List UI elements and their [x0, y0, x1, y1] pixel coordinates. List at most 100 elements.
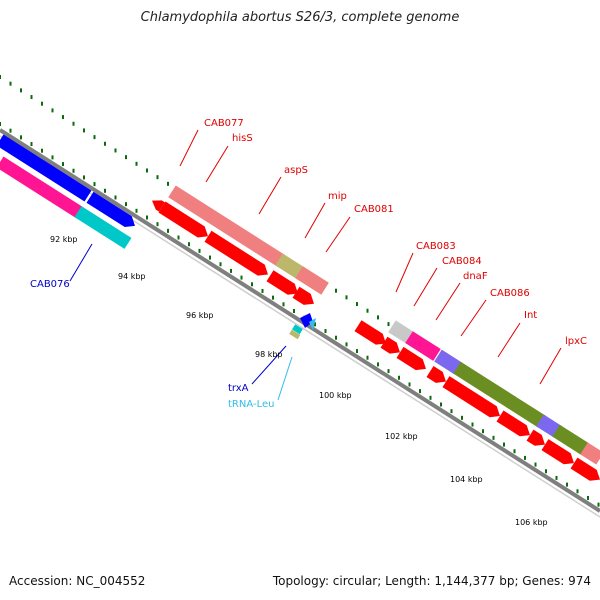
scale-label: 96 kbp	[186, 311, 214, 320]
tick-dot	[251, 282, 253, 287]
tick-dot	[9, 128, 12, 133]
tick-dot	[314, 322, 316, 327]
gene-lpxC	[552, 424, 589, 455]
tick-dot	[398, 375, 400, 380]
gene-trxA	[300, 313, 313, 328]
label-trna_leu: tRNA-Leu	[228, 399, 274, 410]
gene-red-12	[541, 439, 574, 465]
tick-dot	[135, 208, 138, 213]
leader-trxA	[251, 345, 287, 385]
tick-dot	[335, 335, 337, 340]
tick-dot	[72, 121, 75, 126]
backbone	[0, 128, 600, 518]
tick-dot	[62, 162, 64, 167]
tick-dot	[440, 402, 442, 407]
tick-dot	[429, 395, 432, 400]
gene-hisS	[168, 185, 286, 268]
tick-dot	[146, 168, 148, 173]
scale-labels: 92 kbp 94 kbp 96 kbp 98 kbp 100 kbp 102 kbp 10…	[50, 235, 548, 527]
tick-dot	[156, 175, 159, 180]
label-cab083: CAB083	[416, 241, 456, 252]
tick-dot	[83, 128, 85, 133]
gene-int	[453, 361, 516, 409]
label-cab077: CAB077	[204, 118, 244, 129]
leader-lpxC	[539, 347, 562, 385]
scale-label: 94 kbp	[118, 272, 146, 281]
accession-text: Accession: NC_004552	[9, 574, 146, 588]
tick-dot	[188, 242, 190, 247]
map-title: Chlamydophila abortus S26/3, complete ge…	[140, 10, 460, 25]
tick-dot	[524, 455, 526, 460]
scale-label: 98 kbp	[255, 350, 283, 359]
tick-dot	[293, 308, 295, 313]
tick-dot	[30, 142, 33, 147]
tick-dot	[492, 435, 495, 440]
label-hisS: hisS	[232, 133, 253, 144]
gene-red-3	[266, 270, 298, 295]
tick-dot	[408, 382, 411, 387]
label-cab081: CAB081	[354, 204, 394, 215]
gene-cab084	[405, 331, 441, 361]
tick-dot	[324, 329, 327, 334]
gene-small-red	[152, 200, 165, 212]
tick-dot	[356, 349, 358, 354]
leader-cab081	[325, 216, 351, 253]
gene-pink-end	[580, 442, 600, 465]
tick-dot	[587, 495, 589, 500]
tick-dot	[167, 228, 169, 233]
tick-dot	[387, 322, 390, 327]
gene-olive-2	[506, 395, 546, 428]
leader-int	[497, 322, 521, 358]
scale-label: 106 kbp	[515, 518, 548, 527]
tick-dot	[72, 168, 75, 173]
tick-dot	[345, 342, 348, 347]
label-mip: mip	[328, 191, 347, 202]
label-int: Int	[524, 310, 537, 321]
leader-trna_leu	[277, 356, 293, 401]
scale-label: 104 kbp	[450, 475, 483, 484]
tick-dot	[114, 195, 117, 200]
scale-label: 100 kbp	[319, 391, 352, 400]
gene-cab083	[388, 320, 414, 344]
tick-dot	[30, 95, 33, 100]
tick-dot	[261, 288, 264, 293]
tick-dot	[240, 275, 243, 280]
backbone-outer	[0, 128, 600, 513]
tick-dot	[377, 315, 379, 320]
tick-dot	[366, 355, 369, 360]
tick-dot	[9, 81, 12, 86]
tick-dot	[377, 362, 379, 367]
gene-block-blue	[0, 134, 92, 202]
tick-dot	[83, 175, 85, 180]
label-trxA: trxA	[228, 383, 249, 394]
tick-dot	[93, 135, 96, 140]
tick-dot	[198, 248, 201, 253]
tick-dot	[20, 135, 22, 140]
leader-cab076	[69, 243, 93, 282]
tick-dot	[576, 489, 579, 494]
gene-red-9	[442, 376, 500, 418]
tick-dot	[62, 115, 64, 120]
tick-dot	[345, 295, 348, 300]
tick-dot	[167, 181, 169, 186]
gene-red-5	[354, 320, 386, 345]
tick-dot	[104, 188, 106, 193]
tick-dot	[545, 469, 547, 474]
tick-dot	[419, 389, 421, 394]
leader-cab086	[460, 299, 487, 337]
tick-dot	[534, 462, 537, 467]
tick-dot	[104, 141, 106, 146]
gene-block-blue-2	[86, 191, 135, 228]
gene-red-4	[292, 286, 314, 305]
tick-dot	[93, 182, 96, 187]
label-dnaF: dnaF	[463, 271, 488, 282]
tick-dot	[282, 302, 285, 307]
tick-dot	[20, 88, 22, 93]
gene-small-khaki	[289, 329, 301, 340]
leader-hisS	[205, 145, 229, 183]
tick-dot	[513, 449, 516, 454]
tick-dot	[41, 148, 43, 153]
tick-dot	[146, 215, 148, 220]
tick-dot	[125, 202, 127, 207]
